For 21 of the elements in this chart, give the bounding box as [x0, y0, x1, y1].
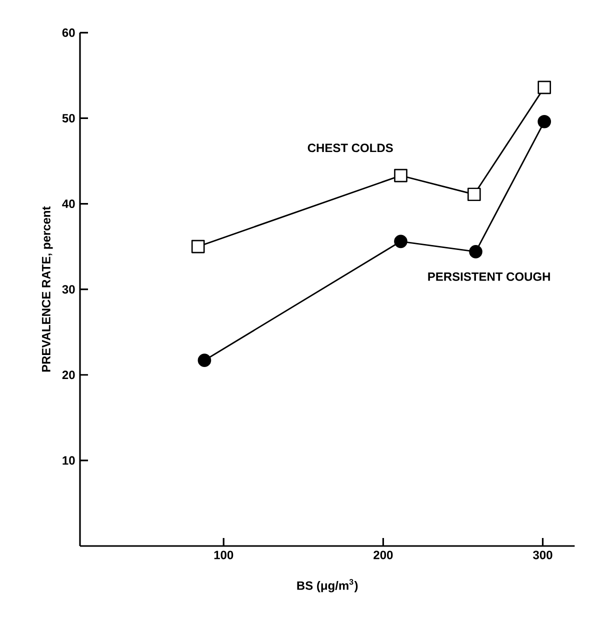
x-tick-label: 200	[374, 550, 393, 560]
y-tick-label: 50	[62, 114, 75, 122]
y-tick-label: 60	[62, 28, 75, 37]
series-label: CHEST COLDS	[308, 144, 393, 152]
x-axis-title: BS (μg/m$^{3}$)	[297, 579, 358, 592]
y-tick-label: 20	[62, 370, 75, 380]
point	[394, 168, 408, 182]
point	[538, 80, 552, 94]
point	[469, 245, 482, 258]
point	[198, 354, 212, 368]
point	[394, 234, 408, 248]
point	[191, 240, 205, 254]
x-tick-label: 100	[214, 550, 234, 560]
y-axis-title: PREVALENCE RATE, percent	[42, 206, 53, 372]
y-tick-label: 40	[62, 200, 75, 208]
series-label: PERSISTENT COUGH	[428, 272, 550, 281]
y-tick-label: 10	[62, 456, 75, 465]
y-tick-label: 30	[62, 285, 75, 294]
point	[467, 188, 481, 202]
x-tick-label: 300	[533, 550, 552, 560]
point	[538, 114, 552, 128]
